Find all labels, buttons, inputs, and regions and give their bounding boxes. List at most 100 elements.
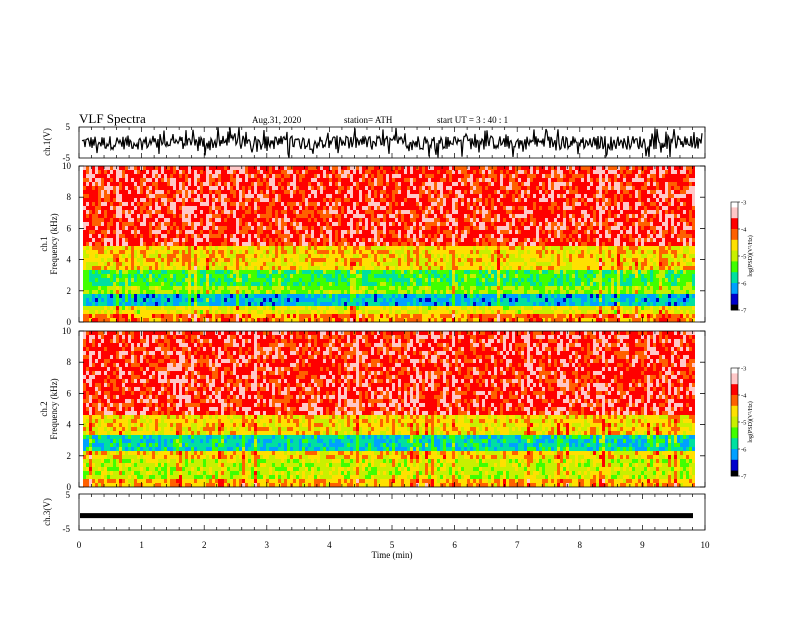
- spectrogram-cell: [275, 238, 278, 242]
- spectrogram-cell: [440, 310, 443, 314]
- spectrogram-cell: [446, 214, 449, 218]
- spectrogram-cell: [140, 238, 143, 242]
- spectrogram-cell: [230, 186, 233, 190]
- spectrogram-cell: [281, 274, 284, 278]
- spectrogram-cell: [224, 226, 227, 230]
- spectrogram-cell: [284, 302, 287, 306]
- spectrogram-cell: [185, 226, 188, 230]
- spectrogram-cell: [263, 310, 266, 314]
- spectrogram-cell: [83, 298, 86, 302]
- spectrogram-cell: [296, 202, 299, 206]
- spectrogram-cell: [440, 254, 443, 258]
- spectrogram-cell: [440, 298, 443, 302]
- spectrogram-cell: [422, 242, 425, 246]
- spectrogram-cell: [131, 234, 134, 238]
- spectrogram-cell: [95, 242, 98, 246]
- spectrogram-cell: [344, 310, 347, 314]
- spectrogram-cell: [416, 206, 419, 210]
- spectrogram-cell: [413, 246, 416, 250]
- spectrogram-cell: [248, 314, 251, 318]
- spectrogram-cell: [368, 234, 371, 238]
- spectrogram-cell: [167, 194, 170, 198]
- spectrogram-cell: [416, 290, 419, 294]
- spectrogram-cell: [158, 186, 161, 190]
- spectrogram-cell: [272, 270, 275, 274]
- spectrogram-cell: [221, 226, 224, 230]
- spectrogram-cell: [131, 262, 134, 266]
- spectrogram-cell: [335, 282, 338, 286]
- spectrogram-cell: [338, 242, 341, 246]
- spectrogram-cell: [359, 198, 362, 202]
- spectrogram-cell: [212, 290, 215, 294]
- spectrogram-cell: [431, 302, 434, 306]
- spectrogram-cell: [329, 290, 332, 294]
- spectrogram-cell: [431, 218, 434, 222]
- spectrogram-cell: [95, 278, 98, 282]
- spectrogram-cell: [299, 174, 302, 178]
- spectrogram-cell: [419, 198, 422, 202]
- spectrogram-cell: [215, 182, 218, 186]
- spectrogram-cell: [296, 270, 299, 274]
- spectrogram-cell: [218, 178, 221, 182]
- spectrogram-cell: [368, 202, 371, 206]
- spectrogram-cell: [158, 182, 161, 186]
- spectrogram-cell: [461, 290, 464, 294]
- spectrogram-cell: [287, 294, 290, 298]
- spectrogram-cell: [317, 226, 320, 230]
- spectrogram-cell: [194, 302, 197, 306]
- spectrogram-cell: [170, 258, 173, 262]
- spectrogram-cell: [311, 210, 314, 214]
- spectrogram-cell: [149, 170, 152, 174]
- spectrogram-cell: [455, 174, 458, 178]
- spectrogram-cell: [302, 310, 305, 314]
- spectrogram-cell: [215, 262, 218, 266]
- spectrogram-cell: [449, 294, 452, 298]
- spectrogram-cell: [164, 262, 167, 266]
- spectrogram-cell: [335, 194, 338, 198]
- spectrogram-cell: [395, 294, 398, 298]
- spectrogram-cell: [428, 302, 431, 306]
- spectrogram-cell: [140, 214, 143, 218]
- spectrogram-cell: [242, 270, 245, 274]
- spectrogram-cell: [131, 274, 134, 278]
- spectrogram-cell: [344, 270, 347, 274]
- spectrogram-cell: [191, 242, 194, 246]
- spectrogram-cell: [302, 178, 305, 182]
- spectrogram-cell: [233, 170, 236, 174]
- spectrogram-cell: [329, 314, 332, 318]
- spectrogram-cell: [251, 174, 254, 178]
- spectrogram-cell: [206, 178, 209, 182]
- spectrogram-cell: [443, 170, 446, 174]
- spectrogram-cell: [335, 250, 338, 254]
- spectrogram-cell: [140, 190, 143, 194]
- spectrogram-cell: [302, 218, 305, 222]
- spectrogram-cell: [413, 274, 416, 278]
- spectrogram-cell: [233, 258, 236, 262]
- spectrogram-cell: [188, 258, 191, 262]
- spectrogram-cell: [203, 250, 206, 254]
- spectrogram-cell: [356, 298, 359, 302]
- spectrogram-cell: [197, 202, 200, 206]
- spectrogram-cell: [341, 234, 344, 238]
- spectrogram-cell: [437, 210, 440, 214]
- spectrogram-cell: [419, 306, 422, 310]
- spectrogram-cell: [341, 262, 344, 266]
- spectrogram-cell: [239, 234, 242, 238]
- spectrogram-cell: [437, 190, 440, 194]
- spectrogram-cell: [362, 290, 365, 294]
- spectrogram-cell: [266, 206, 269, 210]
- spectrogram-cell: [182, 306, 185, 310]
- spectrogram-cell: [230, 286, 233, 290]
- spectrogram-cell: [440, 270, 443, 274]
- spectrogram-cell: [212, 282, 215, 286]
- spectrogram-cell: [326, 250, 329, 254]
- spectrogram-cell: [227, 206, 230, 210]
- spectrogram-cell: [119, 318, 122, 322]
- spectrogram-cell: [104, 306, 107, 310]
- spectrogram-cell: [152, 242, 155, 246]
- spectrogram-cell: [146, 194, 149, 198]
- spectrogram-cell: [410, 274, 413, 278]
- spectrogram-cell: [86, 282, 89, 286]
- spectrogram-cell: [173, 270, 176, 274]
- spectrogram-cell: [143, 166, 146, 170]
